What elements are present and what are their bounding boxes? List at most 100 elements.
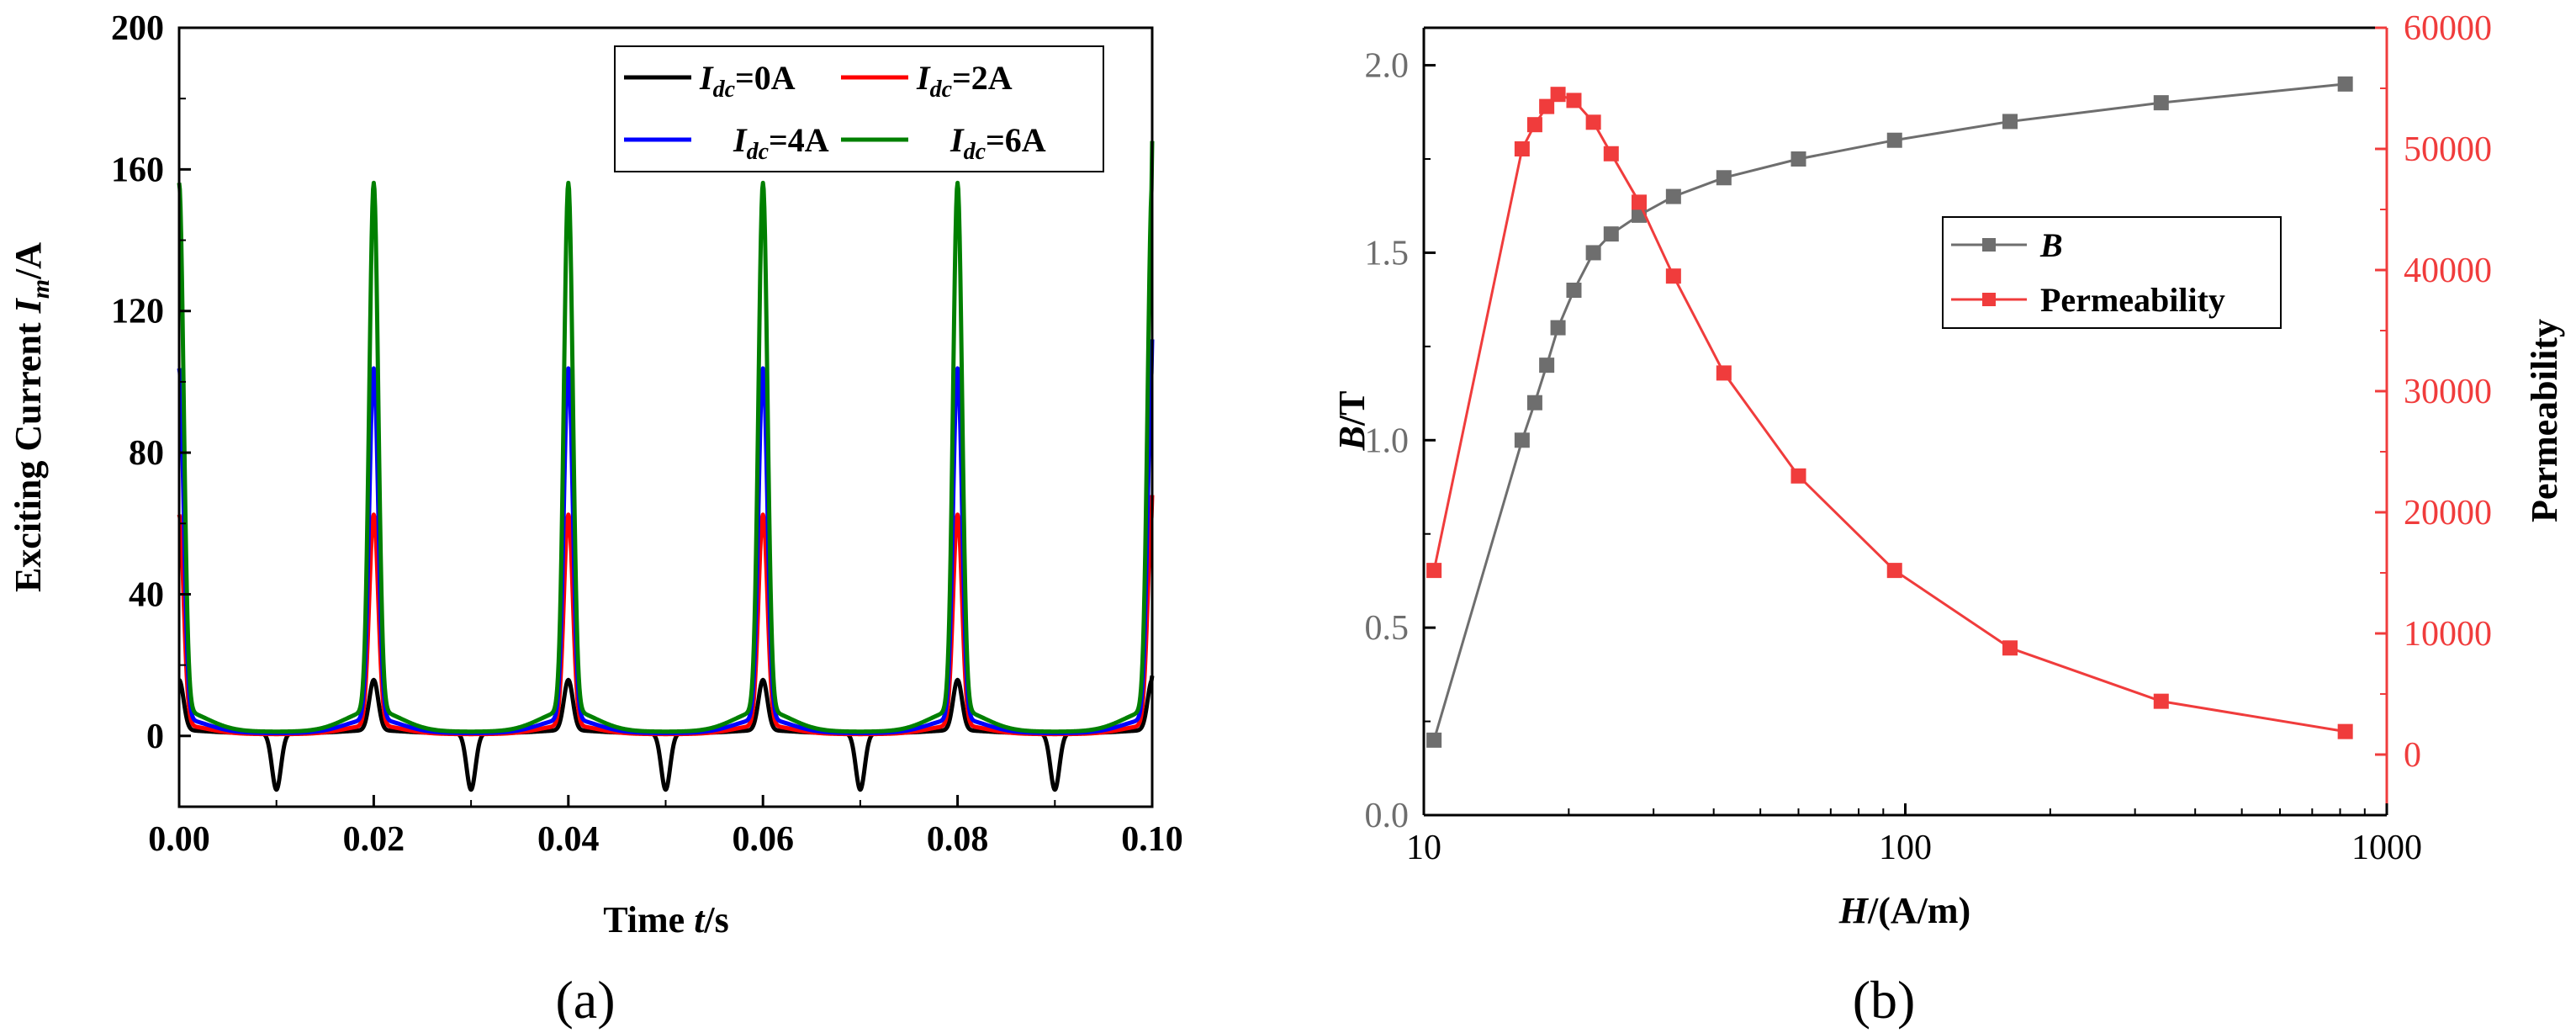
panel-b-xlabel-unit: /(A/m) (1867, 890, 1970, 931)
panel-b-point-b (1791, 151, 1806, 167)
panel-a-legend: Idc=0A Idc=2A Idc=4A Idc=6A (614, 45, 1104, 172)
legend-label-idc6-i: I (949, 121, 965, 159)
panel-b-point-permeability (2153, 693, 2169, 709)
panel-a-ylabel-main: Exciting Current (8, 313, 49, 592)
panel-b-xtick-label: 100 (1879, 829, 1932, 867)
panel-a-ytick-label: 40 (129, 575, 164, 614)
panel-b-ytick-left-label: 0.0 (1365, 797, 1410, 835)
panel-b-point-b (1426, 732, 1442, 748)
panel-b-point-b (1539, 358, 1555, 373)
panel-b-point-b (1514, 432, 1530, 448)
panel-b-xlabel-italic: H (1838, 890, 1870, 931)
panel-b-point-permeability (1426, 563, 1442, 579)
panel-b-point-b (1603, 226, 1619, 242)
panel-b-xlabel: H/(A/m) (1838, 890, 1970, 931)
panel-a-caption: (a) (555, 970, 615, 1030)
panel-a-xtick-label: 0.00 (148, 820, 210, 859)
panel-a-xlabel-main: Time (603, 899, 694, 940)
panel-a-xtick-label: 0.06 (732, 820, 794, 859)
panel-a-ticks: 0.00 0.02 0.04 0.06 0.08 0.10 0 40 80 120 160 200 (111, 9, 1183, 859)
panel-b-point-permeability (1526, 117, 1542, 133)
panel-b-point-permeability (1886, 563, 1902, 579)
legend-label-idc2-rest: =2A (952, 59, 1013, 97)
legend-label-idc0-rest: =0A (735, 59, 796, 97)
panel-a-ytick-label: 120 (111, 293, 164, 331)
legend-label-idc0: Idc=0A (699, 59, 796, 103)
panel-a-ytick-label: 200 (111, 9, 164, 48)
panel-a-legend-box (614, 45, 1104, 172)
legend-label-idc4-rest: =4A (769, 121, 829, 159)
panel-b-ylabel-left: B/T (1331, 391, 1373, 452)
panel-a-series-line-3 (177, 140, 1155, 734)
panel-a-xlabel-unit: /s (703, 899, 728, 940)
panel-b-legend-box (1942, 216, 2282, 329)
panel-a-series-group (177, 140, 1155, 792)
panel-b-ytick-left-label: 1.5 (1365, 234, 1410, 273)
panel-a-ytick-label: 80 (129, 434, 164, 473)
legend-label-idc2-sub: dc (930, 77, 953, 103)
panel-b-xtick-label: 10 (1406, 829, 1441, 867)
panel-a: 0.00 0.02 0.04 0.06 0.08 0.10 0 40 80 120 160 200 E… (8, 9, 1183, 1030)
panel-b-point-permeability (1566, 93, 1582, 109)
panel-b-ytick-right-label: 0 (2404, 736, 2421, 775)
legend-marker-permeability (1982, 293, 1996, 306)
panel-b-ytick-left-label: 1.0 (1365, 421, 1410, 460)
legend-label-idc6-rest: =6A (986, 121, 1046, 159)
panel-b-series-line-b (1432, 82, 2346, 741)
panel-b-point-b (1585, 245, 1601, 261)
panel-a-xlabel-italic: t (694, 899, 706, 940)
panel-b-point-permeability (1514, 141, 1530, 156)
legend-label-idc4-i: I (733, 121, 748, 159)
panel-b-ytick-right-label: 50000 (2404, 130, 2492, 169)
panel-b-xtick-label: 1000 (2351, 829, 2422, 867)
panel-b-point-b (2153, 95, 2169, 111)
panel-b-point-permeability (1603, 146, 1619, 162)
legend-label-idc4-sub: dc (747, 139, 770, 165)
panel-b-ytick-right-label: 10000 (2404, 615, 2492, 654)
panel-a-ylabel: Exciting Current Im/A (8, 242, 55, 592)
panel-a-series-line-2 (177, 339, 1155, 735)
panel-b-point-permeability (2337, 723, 2353, 739)
panel-a-ylabel-italic: I (8, 297, 49, 314)
panel-b-point-permeability (1539, 98, 1555, 114)
panel-b-series-group (1426, 76, 2353, 748)
panel-b-point-permeability (1585, 114, 1601, 130)
panel-a-ylabel-unit: /A (8, 242, 49, 280)
panel-b-point-b (2002, 114, 2018, 130)
legend-label-b: B (2039, 226, 2063, 264)
panel-b-caption: (b) (1853, 970, 1916, 1030)
panel-b-point-b (1886, 132, 1902, 148)
panel-b-point-permeability (2002, 640, 2018, 656)
panel-a-xtick-label: 0.04 (537, 820, 600, 859)
panel-b-point-b (1566, 283, 1582, 298)
panel-b-point-b (1716, 170, 1732, 186)
legend-label-idc2-i: I (916, 59, 931, 97)
panel-b-point-permeability (1716, 365, 1732, 381)
panel-b-point-permeability (1665, 268, 1681, 284)
panel-b-point-b (2337, 76, 2353, 92)
legend-label-idc4: Idc=4A (733, 121, 829, 165)
panel-b-ticks: 10 100 1000 0.0 0.5 1.0 1.5 2.0 0 10000 20000 30000… (1365, 9, 2493, 867)
legend-label-idc0-sub: dc (713, 77, 736, 103)
panel-b-ytick-right-label: 60000 (2404, 9, 2492, 48)
panel-b-point-permeability (1550, 87, 1566, 103)
panel-b-point-b (1526, 395, 1542, 411)
panel-b-series-line-permeability (1432, 93, 2346, 734)
panel-b-ylabel-left-italic: B (1331, 426, 1373, 451)
panel-b-ytick-left-label: 0.5 (1365, 609, 1410, 648)
panel-b-ytick-left-label: 2.0 (1365, 47, 1410, 86)
panel-b-point-b (1665, 188, 1681, 204)
legend-label-idc6: Idc=6A (949, 121, 1046, 165)
panel-a-xlabel: Time t/s (603, 899, 729, 940)
panel-b-ylabel-left-unit: /T (1331, 391, 1373, 427)
panel-b-ytick-right-label: 30000 (2404, 373, 2492, 411)
panel-a-xtick-label: 0.08 (927, 820, 989, 859)
panel-b-legend: B Permeability (1942, 216, 2282, 329)
panel-b-ytick-right-label: 40000 (2404, 252, 2492, 290)
panel-b-point-permeability (1631, 194, 1647, 210)
panel-a-ytick-label: 0 (146, 718, 164, 756)
panel-b-point-b (1550, 320, 1566, 336)
panel-a-xtick-label: 0.10 (1121, 820, 1183, 859)
panel-a-ylabel-sub: m (27, 279, 55, 299)
